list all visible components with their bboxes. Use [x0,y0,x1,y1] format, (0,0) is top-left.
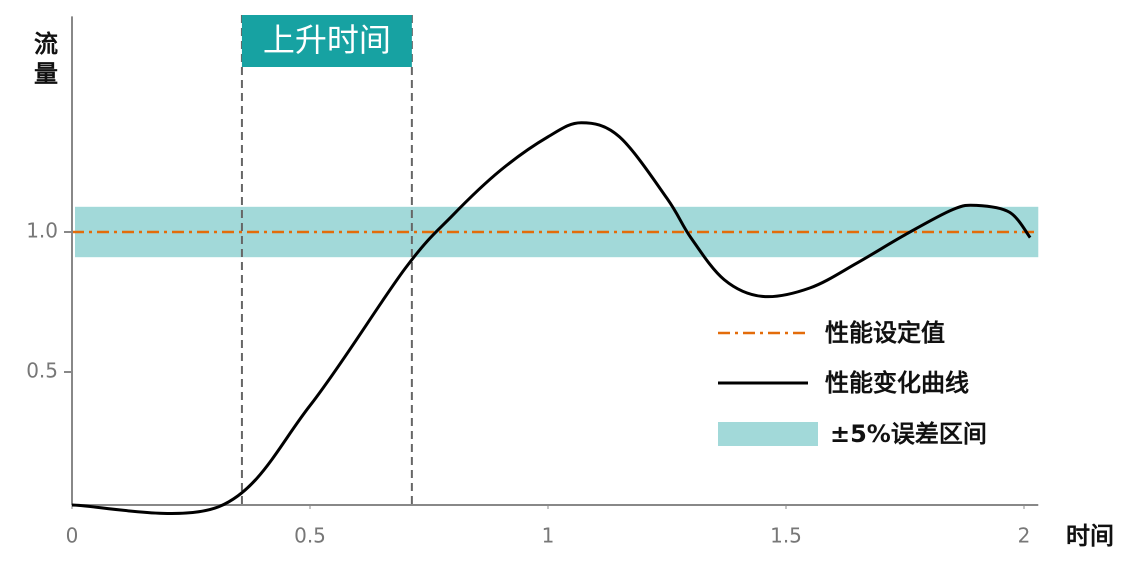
curve [71,121,1032,515]
x-tick-label: 0 [66,524,79,548]
x-tick-label: 1 [542,524,555,548]
rise-time-label: 上升时间 [263,21,391,59]
x-tick-label: 2 [1018,524,1031,548]
x-tick-label: 0.5 [294,524,326,548]
y-axis-label: 流量 [34,30,58,88]
legend-swatch [718,422,818,446]
legend-label: 性能设定值 [825,319,945,347]
rise-time-box [241,15,412,67]
legend-label: ±5%误差区间 [830,420,987,448]
x-tick-label: 1.5 [770,524,802,548]
x-axis-label: 时间 [1066,522,1114,550]
legend-label: 性能变化曲线 [825,369,969,397]
y-tick-label: 1.0 [26,219,58,243]
y-tick-label: 0.5 [26,359,58,383]
